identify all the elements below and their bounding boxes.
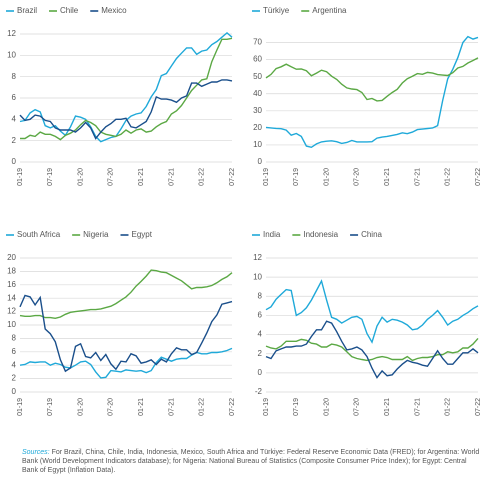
legend-label: Türkiye bbox=[263, 6, 290, 15]
x-tick-label: 01-22 bbox=[445, 398, 452, 416]
line bbox=[265, 279, 479, 344]
y-tick-label: 12 bbox=[7, 307, 16, 316]
legend-label: Chile bbox=[60, 6, 79, 15]
y-tick-label: 8 bbox=[12, 334, 17, 343]
y-tick-label: 8 bbox=[258, 291, 263, 300]
legend-label: Egypt bbox=[131, 230, 152, 239]
x-tick-label: 07-19 bbox=[293, 168, 300, 186]
x-tick-label: 07-20 bbox=[354, 168, 361, 186]
y-tick-label: -2 bbox=[255, 387, 263, 396]
x-tick-label: 01-22 bbox=[199, 168, 206, 186]
line bbox=[19, 294, 233, 373]
x-tick-label: 01-20 bbox=[323, 168, 330, 186]
line bbox=[265, 57, 479, 102]
y-tick-label: 0 bbox=[12, 387, 17, 396]
x-tick-label: 01-19 bbox=[17, 168, 24, 186]
x-tick-label: 01-21 bbox=[138, 168, 145, 186]
y-tick-label: 4 bbox=[12, 360, 17, 369]
y-tick-label: 10 bbox=[7, 320, 16, 329]
y-tick-label: 0 bbox=[258, 157, 263, 166]
x-tick-label: 07-19 bbox=[47, 168, 54, 186]
x-tick-label: 07-21 bbox=[414, 168, 421, 186]
y-tick-label: 50 bbox=[253, 72, 262, 81]
line bbox=[19, 269, 233, 320]
y-tick-label: 8 bbox=[12, 72, 17, 81]
x-tick-label: 01-20 bbox=[77, 398, 84, 416]
legend-label: China bbox=[361, 230, 382, 239]
x-tick-label: 01-19 bbox=[17, 398, 24, 416]
x-tick-label: 07-19 bbox=[47, 398, 54, 416]
legend-label: South Africa bbox=[17, 230, 61, 239]
line bbox=[265, 35, 479, 149]
source-label: Sources: bbox=[22, 449, 50, 456]
x-tick-label: 07-20 bbox=[108, 168, 115, 186]
y-tick-label: 4 bbox=[258, 330, 263, 339]
x-tick-label: 07-21 bbox=[168, 398, 175, 416]
y-tick-label: 20 bbox=[7, 253, 16, 262]
legend-label: Brazil bbox=[17, 6, 37, 15]
x-tick-label: 07-21 bbox=[414, 398, 421, 416]
y-tick-label: 14 bbox=[7, 293, 16, 302]
y-tick-label: 10 bbox=[253, 272, 262, 281]
line bbox=[265, 337, 479, 362]
line bbox=[19, 31, 233, 143]
y-tick-label: 12 bbox=[7, 29, 16, 38]
y-tick-label: 60 bbox=[253, 55, 262, 64]
y-tick-label: 30 bbox=[253, 106, 262, 115]
legend-label: Argentina bbox=[312, 6, 347, 15]
line bbox=[19, 79, 233, 140]
legend-label: Nigeria bbox=[83, 230, 109, 239]
x-tick-label: 07-20 bbox=[108, 398, 115, 416]
x-tick-label: 01-19 bbox=[263, 398, 270, 416]
y-tick-label: 4 bbox=[12, 114, 17, 123]
y-tick-label: 0 bbox=[12, 157, 17, 166]
x-tick-label: 07-22 bbox=[229, 168, 236, 186]
y-tick-label: 2 bbox=[12, 374, 17, 383]
y-tick-label: 2 bbox=[12, 136, 17, 145]
y-tick-label: 40 bbox=[253, 89, 262, 98]
x-tick-label: 01-19 bbox=[263, 168, 270, 186]
x-tick-label: 07-22 bbox=[475, 168, 482, 186]
x-tick-label: 01-22 bbox=[199, 398, 206, 416]
y-tick-label: 20 bbox=[253, 123, 262, 132]
line bbox=[20, 37, 233, 141]
y-tick-label: 10 bbox=[253, 140, 262, 149]
x-tick-label: 01-20 bbox=[323, 398, 330, 416]
line bbox=[265, 320, 479, 379]
legend-label: Indonesia bbox=[303, 230, 338, 239]
y-tick-label: 10 bbox=[7, 50, 16, 59]
y-tick-label: 0 bbox=[258, 368, 263, 377]
y-tick-label: 16 bbox=[7, 280, 16, 289]
y-tick-label: 18 bbox=[7, 267, 16, 276]
x-tick-label: 01-20 bbox=[77, 168, 84, 186]
x-tick-label: 07-22 bbox=[229, 398, 236, 416]
line bbox=[19, 347, 233, 379]
x-tick-label: 01-21 bbox=[138, 398, 145, 416]
x-tick-label: 07-21 bbox=[168, 168, 175, 186]
y-tick-label: 6 bbox=[12, 93, 17, 102]
source-note: Sources: For Brazil, China, Chile, India… bbox=[22, 448, 484, 475]
y-tick-label: 70 bbox=[253, 38, 262, 47]
y-tick-label: 12 bbox=[253, 253, 262, 262]
x-tick-label: 07-22 bbox=[475, 398, 482, 416]
x-tick-label: 07-20 bbox=[354, 398, 361, 416]
y-tick-label: 2 bbox=[258, 349, 263, 358]
y-tick-label: 6 bbox=[258, 311, 263, 320]
legend-label: Mexico bbox=[101, 6, 127, 15]
x-tick-label: 01-21 bbox=[384, 168, 391, 186]
source-text: For Brazil, China, Chile, India, Indones… bbox=[22, 449, 480, 474]
x-tick-label: 01-21 bbox=[384, 398, 391, 416]
x-tick-label: 01-22 bbox=[445, 168, 452, 186]
y-tick-label: 6 bbox=[12, 347, 17, 356]
x-tick-label: 07-19 bbox=[293, 398, 300, 416]
charts: 0 2 4 6 8 10 12 01-19 07-19 01-20 07-20 01-21 07-21 0… bbox=[6, 6, 482, 416]
legend-label: India bbox=[263, 230, 281, 239]
